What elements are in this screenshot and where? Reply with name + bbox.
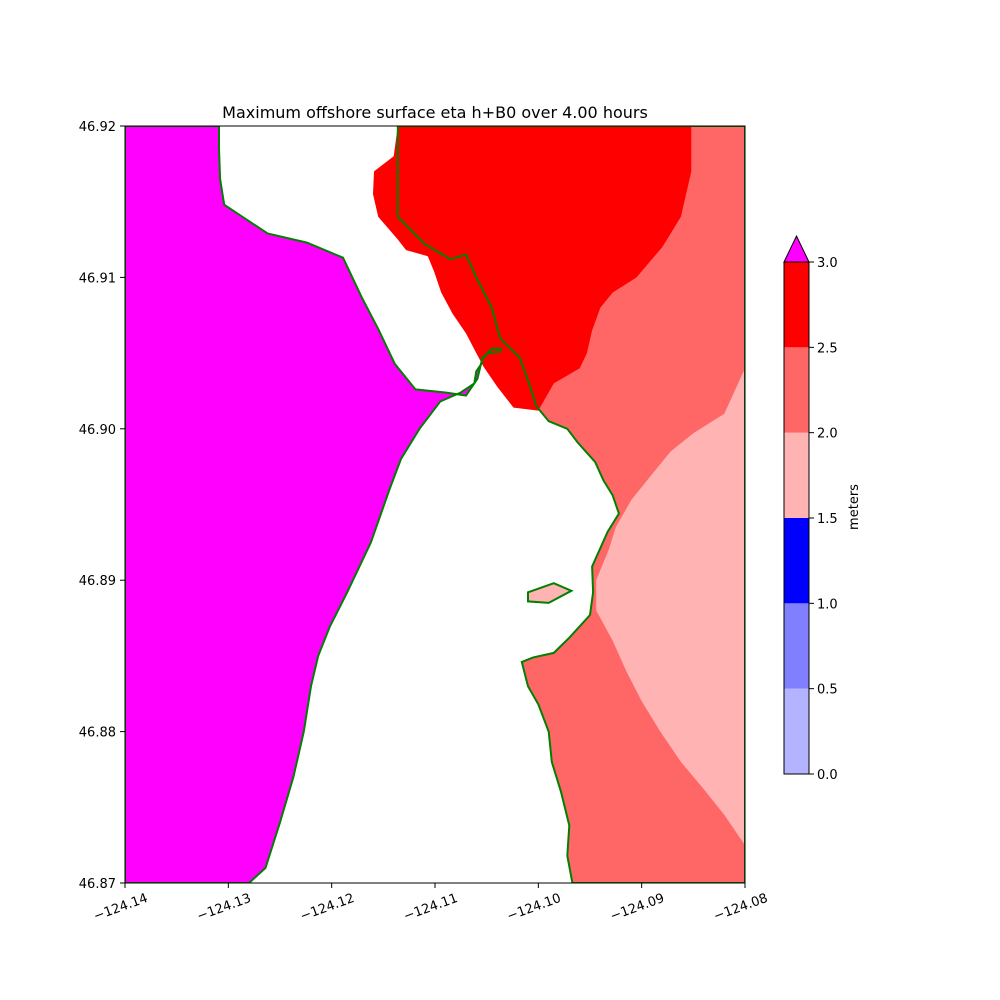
y-tick-label: 46.88 (79, 726, 116, 741)
y-tick-label: 46.87 (79, 877, 116, 892)
colorbar-bin (784, 688, 809, 774)
colorbar-tick-label: 2.5 (817, 341, 838, 356)
colorbar-tick-label: 0.5 (817, 683, 838, 698)
y-tick-label: 46.90 (79, 423, 116, 438)
y-tick-label: 46.92 (79, 120, 116, 135)
colorbar-bin (784, 262, 809, 348)
chart-title: Maximum offshore surface eta h+B0 over 4… (222, 103, 648, 122)
colorbar-tick-label: 2.0 (817, 427, 838, 442)
y-axis: 46.87 46.88 46.89 46.90 46.91 46.92 (79, 120, 125, 892)
colorbar-bin (784, 347, 809, 433)
shoreline-inner-bay (396, 126, 745, 883)
shoreline-outer-ocean (125, 126, 503, 883)
shoreline-contours (125, 126, 745, 883)
map-area (124, 125, 746, 884)
region-sandbar-shoal (528, 583, 572, 603)
y-tick-label: 46.91 (79, 271, 116, 286)
colorbar-tick-label: 0.0 (817, 768, 838, 783)
colorbar-label: meters (847, 484, 862, 530)
sea-surface-regions (125, 126, 745, 883)
colorbar-tick-label: 1.5 (817, 512, 838, 527)
colorbar-bin (784, 603, 809, 689)
colorbar-tick-label: 3.0 (817, 256, 838, 271)
region-east-channel (596, 368, 745, 846)
shoreline-sandbar-shoal (527, 582, 574, 604)
colorbar: 0.0 0.5 1.0 1.5 2.0 2.5 3.0 meters (783, 234, 862, 783)
region-bay-mouth (373, 126, 692, 411)
region-outer-ocean (125, 126, 502, 883)
y-tick-label: 46.89 (79, 574, 116, 589)
colorbar-bin (784, 518, 809, 604)
colorbar-tick-label: 1.0 (817, 597, 838, 612)
colorbar-bin (784, 432, 809, 518)
